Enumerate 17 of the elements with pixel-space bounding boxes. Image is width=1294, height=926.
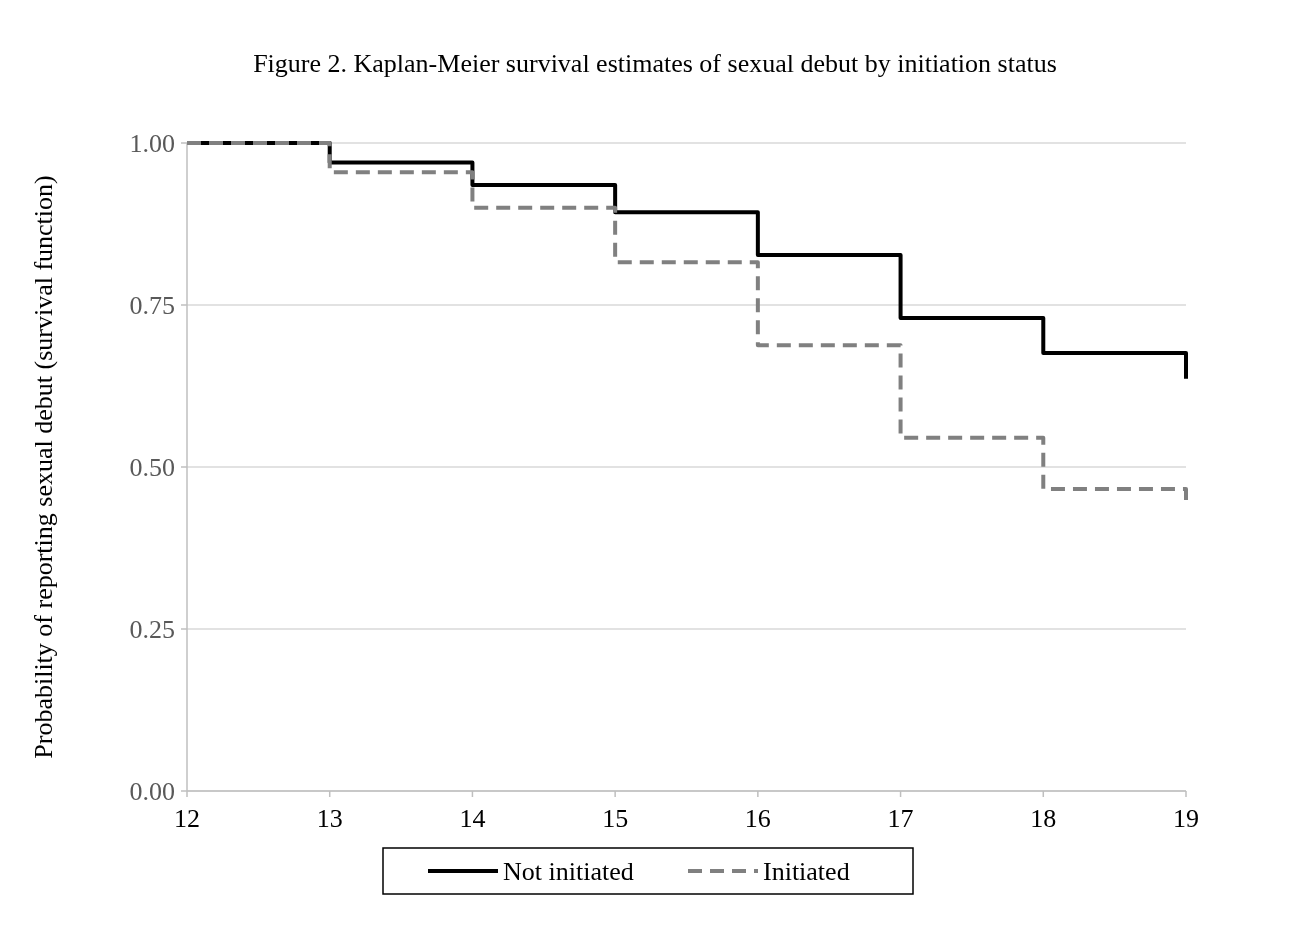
x-tick-label: 15 [602, 804, 629, 833]
x-tick-label: 13 [316, 804, 343, 833]
y-tick-label: 0.50 [129, 453, 175, 483]
y-tick-label: 1.00 [129, 129, 175, 159]
y-tick-label: 0.00 [129, 777, 175, 807]
legend-label: Initiated [763, 857, 850, 887]
x-tick-label: 12 [174, 804, 200, 833]
x-tick-label: 18 [1030, 804, 1057, 833]
x-tick-label: 16 [744, 804, 771, 833]
legend-label: Not initiated [503, 857, 634, 887]
x-tick-label: 19 [1173, 804, 1199, 833]
chart-title: Figure 2. Kaplan-Meier survival estimates of sexual debut by initiation status [253, 49, 1057, 78]
x-tick-label: 14 [459, 804, 486, 833]
x-tick-label: 17 [887, 804, 914, 833]
y-axis-title: Probability of reporting sexual debut (survival function) [29, 175, 58, 759]
y-tick-label: 0.25 [129, 615, 175, 645]
y-tick-label: 0.75 [129, 291, 175, 321]
